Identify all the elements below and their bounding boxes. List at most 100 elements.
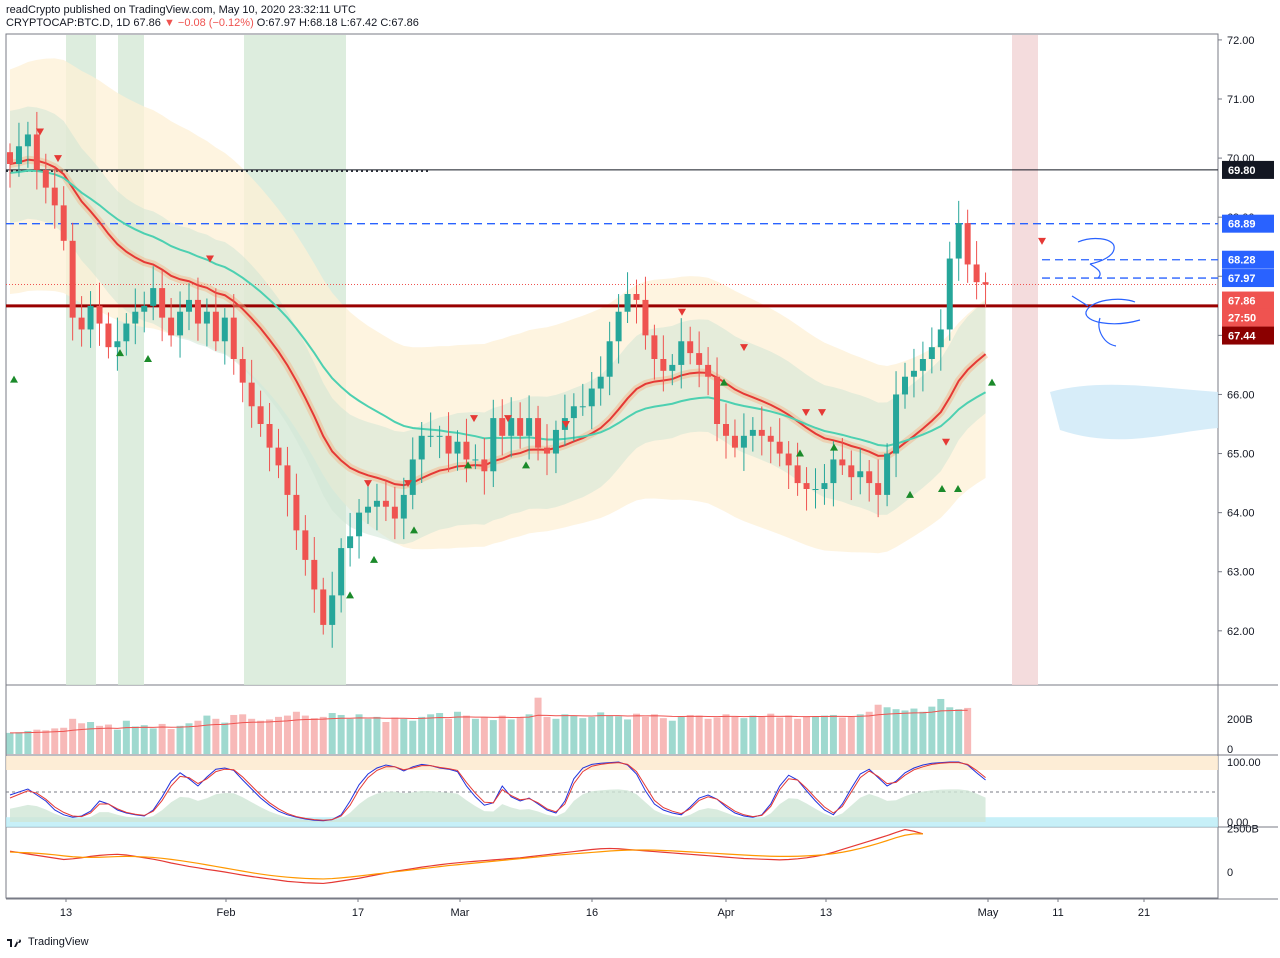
price-tag [1222, 291, 1274, 310]
volume-bar [60, 727, 68, 754]
candle [517, 402, 524, 449]
volume-bar [758, 716, 766, 754]
candle-body [731, 435, 738, 448]
time-tick-label: 16 [586, 907, 598, 919]
buy-signal-marker [954, 485, 962, 492]
price-tag [1222, 269, 1274, 288]
sell-signal-marker [818, 409, 826, 417]
volume-bar [24, 730, 32, 754]
candle [365, 484, 371, 524]
volume-bar [686, 714, 694, 754]
candle [96, 282, 103, 346]
volume-bar [776, 717, 784, 754]
candle [248, 359, 255, 428]
buy-signal-marker [144, 355, 152, 362]
volume-bar [436, 713, 444, 754]
candle-body [955, 223, 962, 259]
candle [230, 294, 237, 375]
candle [499, 399, 506, 456]
candle [893, 371, 900, 478]
publisher-line: readCrypto published on TradingView.com,… [6, 4, 356, 16]
candle-body [973, 264, 980, 283]
candle-body [937, 329, 944, 348]
candle-body [42, 169, 49, 188]
candle [177, 291, 184, 358]
volume-tick-label: 200B [1227, 714, 1253, 726]
time-tick-label: 17 [352, 907, 364, 919]
volume-bar [534, 697, 542, 754]
candle-body [902, 376, 908, 395]
volume-bar [292, 711, 300, 754]
candle [105, 312, 112, 359]
candle-body [499, 418, 506, 436]
projection-cloud [1050, 384, 1218, 440]
volume-bar [471, 718, 479, 754]
candle [785, 441, 792, 489]
candle [776, 418, 783, 467]
volume-bar [668, 720, 676, 754]
candle-body [257, 406, 264, 424]
time-axis: 13 Feb 17 Mar 16 Apr 13 May 11 21 [60, 898, 1150, 919]
candle-body [230, 317, 237, 359]
volume-bar [865, 711, 873, 754]
price-tick-label: 71.00 [1227, 94, 1255, 106]
price-tag-label: 69.80 [1228, 165, 1256, 177]
candle [409, 437, 416, 510]
volume-bar [767, 713, 775, 754]
hand-drawn-annotations [1071, 237, 1141, 347]
candle-body [51, 187, 58, 206]
candle-body [642, 299, 649, 336]
candle-body [526, 418, 533, 436]
sell-signal-marker [678, 308, 686, 316]
candle [51, 166, 58, 229]
volume-bar [928, 706, 936, 754]
candle-body [490, 418, 497, 472]
buy-signal-marker [796, 449, 804, 457]
volume-bar [15, 732, 23, 754]
candle [740, 413, 747, 471]
volume-bar [140, 725, 148, 754]
candle-body [794, 465, 801, 484]
volume-bar [731, 716, 739, 754]
candle-body [767, 435, 774, 442]
candle [696, 331, 703, 388]
time-tick-label: 13 [820, 907, 832, 919]
volume-bar [964, 707, 972, 754]
volume-bar [400, 718, 408, 754]
buy-signal-marker [346, 591, 354, 599]
buy-signal-marker [830, 443, 838, 451]
candle-body [248, 382, 255, 407]
candle [239, 346, 246, 403]
candle-body [436, 435, 443, 437]
symbol-name: CRYPTOCAP:BTC.D, 1D [6, 17, 131, 29]
volume-bar [633, 713, 640, 754]
candle [329, 571, 336, 648]
candle [221, 308, 228, 365]
candle [919, 341, 926, 392]
candle [660, 335, 667, 392]
candle [168, 298, 175, 347]
highlight-zone [1012, 35, 1038, 685]
candle-body [633, 294, 640, 300]
candle [114, 317, 121, 371]
candle [445, 412, 452, 472]
volume-bar [96, 725, 103, 754]
volume-bar [803, 716, 811, 754]
buy-signal-marker [720, 378, 728, 386]
volume-bar [310, 718, 318, 754]
candle [714, 357, 721, 442]
volume-bar [480, 717, 488, 754]
candle-body [150, 288, 157, 306]
volume-bar [239, 714, 247, 754]
candle-body [723, 424, 729, 436]
time-tick-label: 21 [1138, 907, 1150, 919]
volume-bar [650, 714, 658, 754]
volume-bar [624, 719, 632, 754]
candle-body [481, 459, 488, 472]
ema-fast-line [9, 158, 987, 487]
volume-bar [158, 723, 166, 754]
candle [875, 459, 882, 518]
buy-signal-marker [988, 378, 996, 386]
candle-body [400, 494, 407, 519]
